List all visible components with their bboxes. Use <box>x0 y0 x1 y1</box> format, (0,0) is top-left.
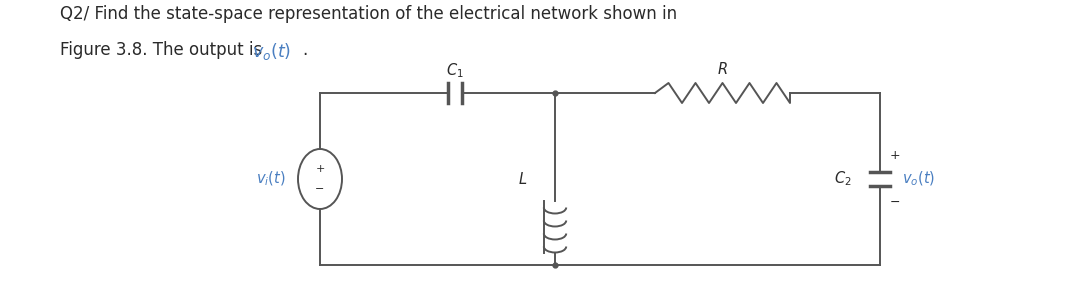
Text: Q2/ Find the state-space representation of the electrical network shown in: Q2/ Find the state-space representation … <box>60 5 677 23</box>
Text: $\mathit{v}_i(t)$: $\mathit{v}_i(t)$ <box>256 170 286 188</box>
Text: $\mathit{v}_o(t)$: $\mathit{v}_o(t)$ <box>902 170 935 188</box>
Text: $C_1$: $C_1$ <box>446 61 463 80</box>
Text: +: + <box>315 164 325 174</box>
Text: .: . <box>302 41 307 59</box>
Text: Figure 3.8. The output is: Figure 3.8. The output is <box>60 41 268 59</box>
Text: −: − <box>890 196 901 209</box>
Text: $C_2$: $C_2$ <box>835 170 852 188</box>
Text: +: + <box>890 149 901 162</box>
Text: $L$: $L$ <box>517 171 527 187</box>
Text: $\mathit{v}_o(t)$: $\mathit{v}_o(t)$ <box>252 42 292 62</box>
Text: −: − <box>315 184 325 194</box>
Text: $R$: $R$ <box>717 61 728 77</box>
